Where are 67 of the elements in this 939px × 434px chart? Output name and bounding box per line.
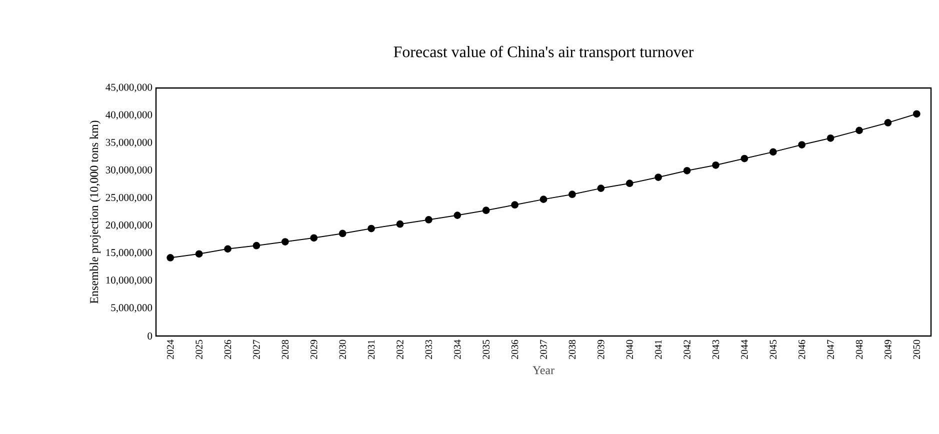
- point: [252, 242, 260, 250]
- point: [568, 190, 576, 198]
- point: [396, 220, 404, 228]
- x-tick-label: 2036: [511, 340, 518, 360]
- x-tick-label: 2042: [684, 340, 690, 360]
- x-tick-label: 2045: [770, 340, 776, 360]
- point: [454, 212, 462, 219]
- x-tick-label: 2027: [253, 340, 260, 360]
- x-tick-label: 2031: [368, 340, 375, 360]
- x-tick-label: 2026: [224, 340, 232, 360]
- y-tick-label: 20,000,000: [106, 221, 152, 230]
- x-tick-label: 2048: [856, 340, 863, 360]
- y-tick-label: 15,000,000: [106, 249, 152, 258]
- y-tick-label: 40,000,000: [106, 111, 152, 120]
- y-tick-label: 0: [148, 332, 152, 340]
- point: [654, 174, 662, 181]
- x-tick-label: 2044: [741, 340, 748, 360]
- point: [368, 224, 375, 232]
- point: [597, 184, 605, 192]
- y-axis-title: Ensemble projection (10,000 tons km): [90, 120, 101, 304]
- x-tick-label: 2029: [310, 340, 318, 360]
- point: [769, 148, 777, 156]
- point: [683, 166, 691, 174]
- x-tick-label: 2037: [540, 340, 547, 360]
- point: [224, 245, 232, 253]
- y-tick-label: 35,000,000: [106, 138, 152, 148]
- point: [511, 201, 518, 209]
- x-tick-label: 2033: [425, 340, 432, 360]
- x-tick-label: 2034: [454, 340, 461, 360]
- x-tick-label: 2047: [827, 340, 834, 360]
- x-axis-title: Year: [532, 366, 554, 374]
- x-tick-label: 2050: [913, 340, 920, 360]
- point: [884, 119, 892, 126]
- point: [195, 250, 203, 258]
- point: [425, 216, 432, 224]
- point: [712, 161, 720, 169]
- y-tick-label: 45,000,000: [106, 84, 152, 92]
- x-tick-label: 2024: [166, 340, 174, 360]
- point: [310, 234, 318, 242]
- x-tick-label: 2046: [798, 340, 806, 360]
- point: [540, 196, 548, 204]
- x-tick-label: 2028: [282, 340, 289, 360]
- y-tick-label: 30,000,000: [106, 166, 152, 175]
- y-tick-label: 5,000,000: [111, 304, 152, 313]
- point: [338, 230, 346, 238]
- x-tick-label: 2040: [626, 340, 633, 360]
- y-tick-label: 25,000,000: [106, 194, 152, 203]
- x-tick-label: 2032: [396, 340, 404, 360]
- x-tick-label: 2038: [568, 340, 576, 360]
- point: [798, 141, 806, 148]
- x-tick-label: 2025: [196, 340, 202, 360]
- point: [482, 206, 490, 214]
- point: [826, 134, 834, 142]
- point: [740, 154, 748, 162]
- chart-title: Forecast value of China's air transport turnover: [394, 46, 694, 60]
- point: [856, 126, 863, 134]
- x-tick-label: 2049: [884, 340, 892, 360]
- point: [626, 180, 634, 188]
- x-tick-label: 2041: [654, 340, 662, 360]
- point: [912, 110, 920, 118]
- x-tick-label: 2035: [482, 340, 490, 360]
- point: [281, 238, 289, 246]
- point: [166, 254, 174, 262]
- x-tick-label: 2030: [339, 340, 346, 360]
- x-tick-label: 2039: [598, 340, 604, 360]
- y-tick-label: 10,000,000: [106, 276, 152, 286]
- x-tick-label: 2043: [712, 340, 720, 360]
